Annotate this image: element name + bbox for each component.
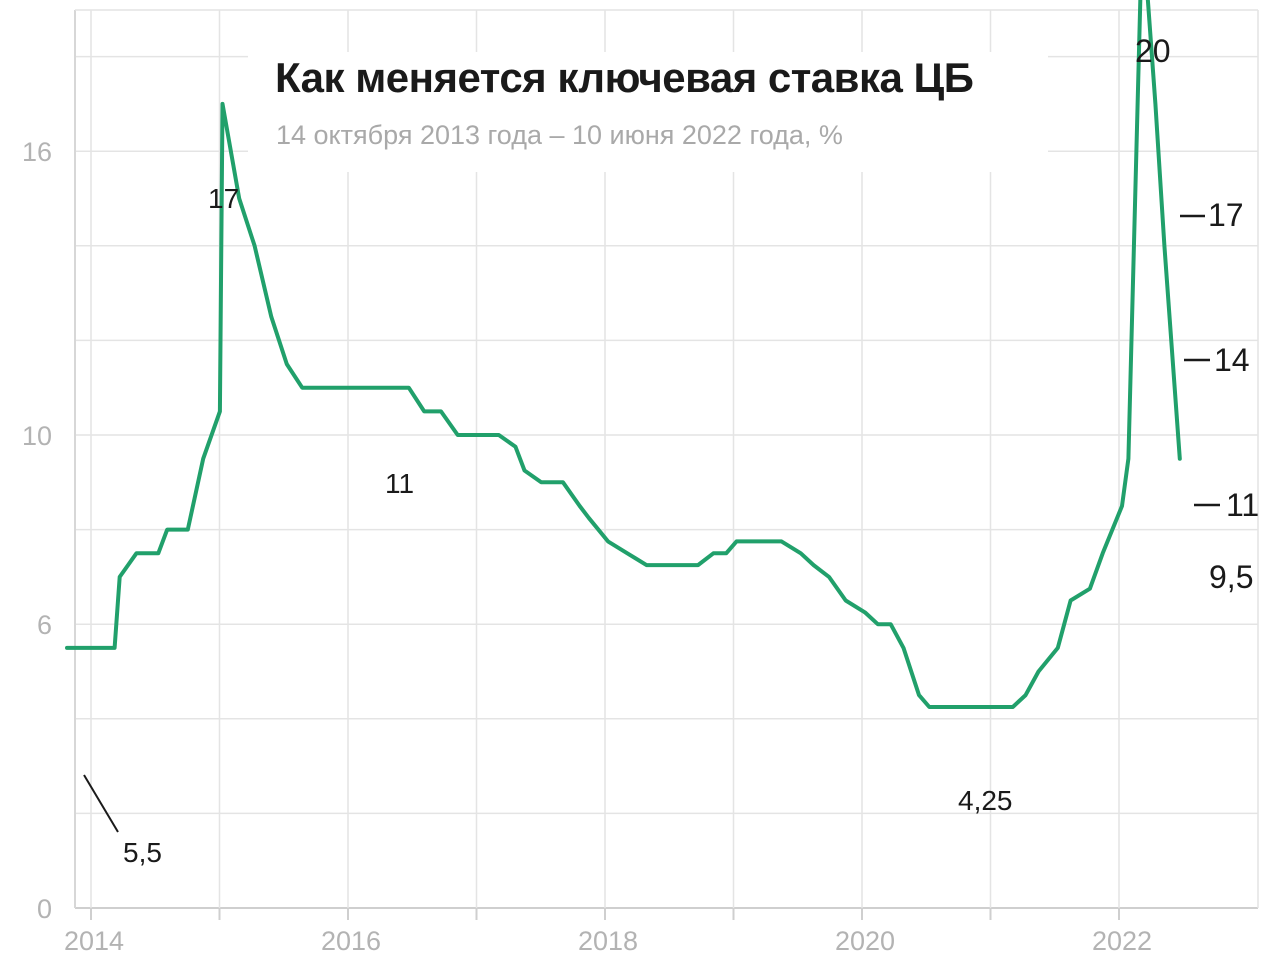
rate-line <box>65 0 1182 709</box>
annotation-label: 11 <box>1226 487 1259 523</box>
annotation-label: 11 <box>385 468 414 499</box>
y-tick-label: 16 <box>22 137 52 167</box>
annotation-label: 17 <box>1208 197 1244 233</box>
title-background <box>248 52 1048 172</box>
x-tick-label: 2020 <box>835 926 895 956</box>
annotation-label: 20 <box>1135 33 1171 69</box>
annotation-leader <box>83 774 119 833</box>
chart-title: Как меняется ключевая ставка ЦБ <box>275 54 974 101</box>
annotation-label: 5,5 <box>123 837 162 868</box>
x-tick-label: 2014 <box>64 926 124 956</box>
annotation-label: 9,5 <box>1209 559 1253 595</box>
annotation-label: 17 <box>208 183 239 214</box>
annotation-label: 4,25 <box>958 785 1013 816</box>
y-tick-label: 10 <box>22 421 52 451</box>
annotation-label: 14 <box>1214 342 1250 378</box>
chart-subtitle: 14 октября 2013 года – 10 июня 2022 года… <box>276 120 843 150</box>
annotations: 5,5 17 11 4,25 20 17 14 11 9,5 <box>83 33 1259 868</box>
y-tick-label: 0 <box>37 894 52 924</box>
x-tick-label: 2018 <box>578 926 638 956</box>
x-axis-ticks: 2014 2016 2018 2020 2022 <box>64 926 1152 956</box>
x-tick-label: 2016 <box>321 926 381 956</box>
grid-lines <box>74 9 1259 920</box>
y-tick-label: 6 <box>37 610 52 640</box>
rate-line-series <box>65 0 1182 709</box>
x-tick-label: 2022 <box>1092 926 1152 956</box>
